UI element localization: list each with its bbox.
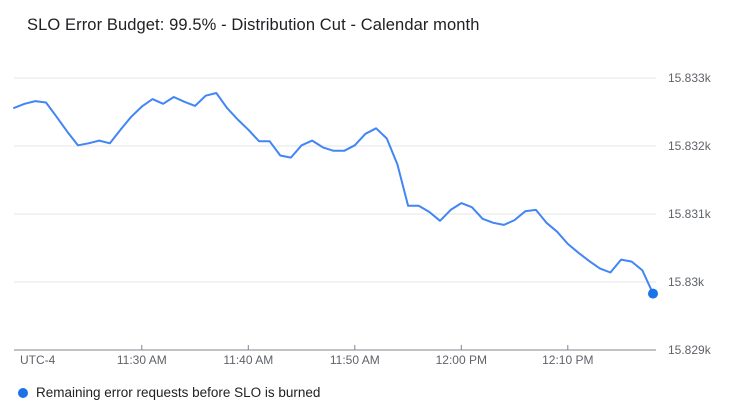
legend-marker-icon [18,387,28,398]
x-axis-tick-label: 11:40 AM [223,353,273,367]
y-axis-tick-label: 15.83k [668,275,705,289]
x-axis-tick-label: 11:50 AM [330,353,380,367]
x-axis-tick-label: 12:00 PM [436,353,487,367]
timezone-label: UTC-4 [20,353,56,367]
y-axis-tick-label: 15.832k [668,139,712,153]
series-line [13,92,654,295]
chart-title: SLO Error Budget: 99.5% - Distribution C… [27,16,480,34]
x-axis-tick-label: 12:10 PM [542,353,593,367]
legend-item[interactable]: Remaining error requests before SLO is b… [18,385,320,400]
y-axis-tick-label: 15.833k [668,71,712,85]
y-axis-tick-label: 15.831k [668,207,712,221]
latest-point-marker [648,288,658,299]
x-axis-tick-label: 11:30 AM [117,353,167,367]
y-axis-tick-label: 15.829k [668,343,712,357]
legend-label: Remaining error requests before SLO is b… [36,385,321,400]
